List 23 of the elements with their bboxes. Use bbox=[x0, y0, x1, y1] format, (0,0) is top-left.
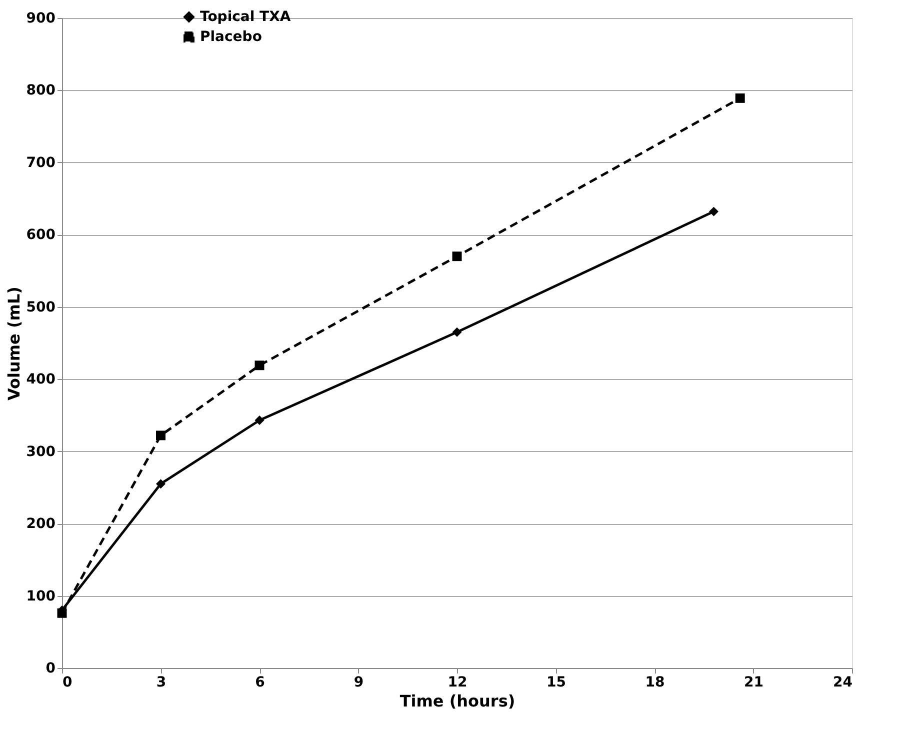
x-tick-label: 18 bbox=[645, 674, 665, 690]
x-tick-label: 24 bbox=[833, 674, 853, 690]
y-tick-label: 300 bbox=[26, 444, 56, 460]
x-tick-label: 15 bbox=[546, 674, 566, 690]
y-tick-label: 600 bbox=[26, 227, 56, 244]
y-tick-label: 100 bbox=[26, 588, 56, 604]
legend-label: Topical TXA bbox=[200, 9, 291, 25]
y-tick-label: 400 bbox=[26, 372, 56, 388]
x-tick-label: 6 bbox=[255, 674, 265, 690]
x-tick-label: 9 bbox=[354, 674, 364, 690]
y-tick-label: 0 bbox=[46, 660, 56, 676]
x-tick-label: 0 bbox=[62, 674, 72, 690]
x-tick-label: 3 bbox=[156, 674, 166, 690]
y-tick-label: 700 bbox=[26, 154, 56, 171]
x-tick-label: 21 bbox=[744, 674, 764, 690]
y-tick-label: 500 bbox=[26, 299, 56, 316]
y-tick-label: 900 bbox=[26, 10, 56, 26]
y-tick-label: 200 bbox=[26, 516, 56, 532]
x-axis-title: Time (hours) bbox=[400, 692, 516, 710]
legend-label: Placebo bbox=[200, 29, 262, 45]
y-tick-label: 800 bbox=[26, 82, 56, 99]
x-tick-label: 12 bbox=[448, 674, 468, 690]
y-axis-title: Volume (mL) bbox=[4, 286, 24, 400]
